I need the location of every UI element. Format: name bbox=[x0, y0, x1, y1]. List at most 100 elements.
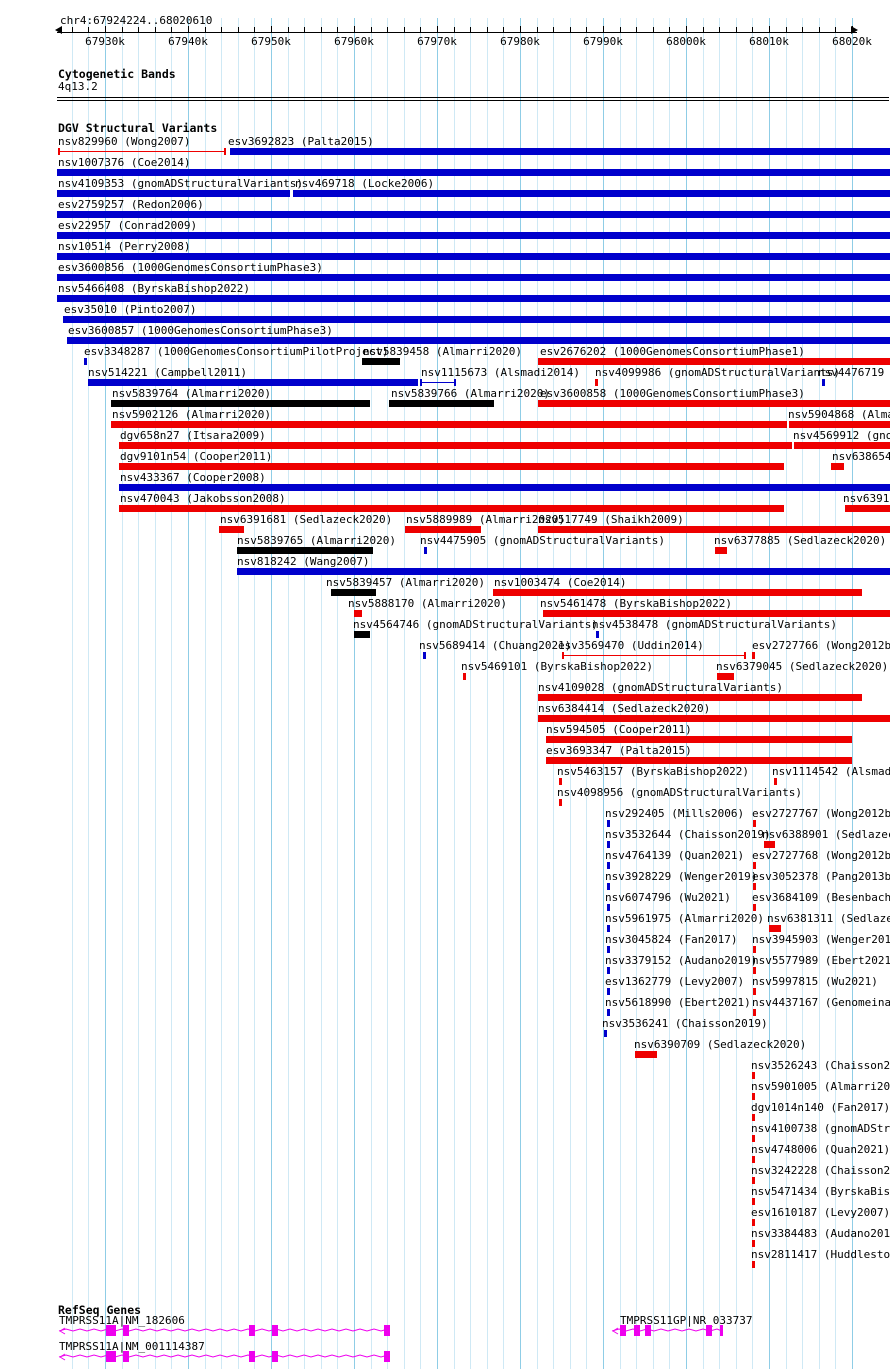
variant-bar[interactable] bbox=[389, 400, 494, 407]
variant-label[interactable]: esv3052378 (Pang2013b) bbox=[752, 870, 890, 883]
variant-bar[interactable] bbox=[463, 673, 466, 680]
gene-exon[interactable] bbox=[249, 1351, 255, 1362]
variant-label[interactable]: nsv469718 (Locke2006) bbox=[295, 177, 435, 190]
variant-bar[interactable] bbox=[607, 841, 610, 848]
variant-bar[interactable] bbox=[237, 547, 373, 554]
variant-label[interactable]: nsv5961975 (Almarri2020) bbox=[605, 912, 764, 925]
arrow-left-icon[interactable] bbox=[55, 26, 62, 34]
variant-label[interactable]: nsv5904868 (Almar bbox=[788, 408, 890, 421]
variant-label[interactable]: nsv292405 (Mills2006) bbox=[605, 807, 745, 820]
variant-label[interactable]: nsv5901005 (Almarri2020 bbox=[751, 1080, 890, 1093]
variant-bar[interactable] bbox=[111, 400, 370, 407]
variant-bar[interactable] bbox=[230, 148, 890, 155]
variant-bar[interactable] bbox=[769, 925, 781, 932]
variant-bar[interactable] bbox=[354, 610, 362, 617]
variant-bar[interactable] bbox=[84, 358, 87, 365]
variant-label[interactable]: esv3348287 (1000GenomesConsortiumPilotPr… bbox=[84, 345, 389, 358]
variant-label[interactable]: nsv3379152 (Audano2019) bbox=[605, 954, 758, 967]
variant-bar[interactable] bbox=[543, 610, 890, 617]
variant-bar[interactable] bbox=[119, 463, 784, 470]
variant-bar[interactable] bbox=[596, 631, 599, 638]
variant-bar[interactable] bbox=[607, 967, 610, 974]
variant-label[interactable]: nsv3536241 (Chaisson2019) bbox=[602, 1017, 768, 1030]
variant-label[interactable]: nsv6386541 bbox=[832, 450, 890, 463]
variant-label[interactable]: nsv5466408 (ByrskaBishop2022) bbox=[58, 282, 251, 295]
variant-bar[interactable] bbox=[715, 547, 727, 554]
variant-bar[interactable] bbox=[119, 442, 890, 449]
variant-bar[interactable] bbox=[67, 337, 890, 344]
gene-label[interactable]: TMPRSS11A|NM_001114387 bbox=[59, 1340, 205, 1353]
variant-bar[interactable] bbox=[595, 379, 598, 386]
gene-model[interactable] bbox=[0, 1324, 890, 1338]
variant-bar[interactable] bbox=[752, 1198, 755, 1205]
gene-model[interactable] bbox=[0, 1324, 890, 1338]
variant-bar[interactable] bbox=[57, 190, 290, 197]
variant-label[interactable]: nsv6074796 (Wu2021) bbox=[605, 891, 731, 904]
variant-label[interactable]: nsv4538478 (gnomADStructuralVariants) bbox=[592, 618, 838, 631]
variant-bar[interactable] bbox=[57, 211, 890, 218]
variant-bar[interactable] bbox=[493, 589, 862, 596]
variant-label[interactable]: nsv3242228 (Chaisson2019 bbox=[751, 1164, 890, 1177]
variant-bar[interactable] bbox=[753, 1009, 756, 1016]
variant-label[interactable]: nsv4098956 (gnomADStructuralVariants) bbox=[557, 786, 803, 799]
gene-exon[interactable] bbox=[249, 1325, 255, 1336]
variant-label[interactable]: nsv3928229 (Wenger2019) bbox=[605, 870, 758, 883]
variant-label[interactable]: nsv4748006 (Quan2021) bbox=[751, 1143, 890, 1156]
variant-label[interactable]: nsv5839764 (Almarri2020) bbox=[112, 387, 271, 400]
variant-label[interactable]: nsv594505 (Cooper2011) bbox=[546, 723, 692, 736]
gene-exon[interactable] bbox=[620, 1325, 626, 1336]
variant-label[interactable]: nsv3532644 (Chaisson2019) bbox=[605, 828, 771, 841]
variant-bar[interactable] bbox=[57, 253, 890, 260]
variant-label[interactable]: nsv1003474 (Coe2014) bbox=[494, 576, 627, 589]
variant-label[interactable]: nsv5689414 (Chuang2021) bbox=[419, 639, 572, 652]
variant-bar[interactable] bbox=[752, 1261, 755, 1268]
variant-label[interactable]: esv3693347 (Palta2015) bbox=[546, 744, 692, 757]
gene-exon[interactable] bbox=[634, 1325, 640, 1336]
variant-bar[interactable] bbox=[607, 904, 610, 911]
gene-exon[interactable] bbox=[272, 1325, 278, 1336]
variant-label[interactable]: nsv5889989 (Almarri2020) bbox=[406, 513, 565, 526]
variant-bar[interactable] bbox=[57, 169, 890, 176]
variant-label[interactable]: nsv470043 (Jakobsson2008) bbox=[120, 492, 286, 505]
variant-bar[interactable] bbox=[752, 652, 755, 659]
variant-label[interactable]: nsv5997815 (Wu2021) bbox=[752, 975, 878, 988]
gene-label[interactable]: TMPRSS11GP|NR_033737 bbox=[620, 1314, 753, 1327]
variant-bar[interactable] bbox=[405, 526, 481, 533]
variant-paired-end[interactable] bbox=[420, 379, 456, 386]
variant-bar[interactable] bbox=[219, 526, 244, 533]
variant-label[interactable]: nsv5839458 (Almarri2020) bbox=[363, 345, 522, 358]
variant-bar[interactable] bbox=[753, 904, 756, 911]
variant-paired-end[interactable] bbox=[58, 148, 226, 155]
gene-label[interactable]: TMPRSS11A|NM_182606 bbox=[59, 1314, 185, 1327]
variant-label[interactable]: esv1362779 (Levy2007) bbox=[605, 975, 745, 988]
variant-bar[interactable] bbox=[607, 820, 610, 827]
variant-bar[interactable] bbox=[607, 988, 610, 995]
variant-label[interactable]: nsv517749 (Shaikh2009) bbox=[538, 513, 684, 526]
variant-label[interactable]: nsv5618990 (Ebert2021) bbox=[605, 996, 751, 1009]
variant-label[interactable]: nsv4437167 (GenomeinaBo bbox=[752, 996, 890, 1009]
variant-paired-end[interactable] bbox=[562, 652, 746, 659]
variant-label[interactable]: nsv829960 (Wong2007) bbox=[58, 135, 191, 148]
gene-exon[interactable] bbox=[123, 1325, 129, 1336]
variant-bar[interactable] bbox=[753, 862, 756, 869]
variant-label[interactable]: nsv4564746 (gnomADStructuralVariants) bbox=[353, 618, 599, 631]
genome-ruler[interactable]: chr4:67924224..68020610 67930k 67940k 6795… bbox=[0, 0, 890, 60]
gene-exon[interactable] bbox=[106, 1325, 116, 1336]
variant-label[interactable]: nsv5469101 (ByrskaBishop2022) bbox=[461, 660, 654, 673]
variant-label[interactable]: nsv4764139 (Quan2021) bbox=[605, 849, 745, 862]
variant-label[interactable]: esv2676202 (1000GenomesConsortiumPhase1) bbox=[540, 345, 805, 358]
gene-exon-terminal[interactable] bbox=[387, 1351, 390, 1362]
variant-label[interactable]: nsv5839765 (Almarri2020) bbox=[237, 534, 396, 547]
variant-bar[interactable] bbox=[753, 946, 756, 953]
variant-label[interactable]: nsv4109353 (gnomADStructuralVariants) bbox=[58, 177, 304, 190]
arrow-right-icon[interactable] bbox=[851, 26, 858, 34]
variant-bar[interactable] bbox=[764, 841, 775, 848]
variant-bar[interactable] bbox=[538, 694, 862, 701]
variant-bar[interactable] bbox=[607, 1009, 610, 1016]
variant-bar[interactable] bbox=[845, 505, 890, 512]
variant-bar[interactable] bbox=[559, 778, 562, 785]
variant-label[interactable]: dgv658n27 (Itsara2009) bbox=[120, 429, 266, 442]
variant-bar[interactable] bbox=[753, 967, 756, 974]
variant-label[interactable]: esv3600858 (1000GenomesConsortiumPhase3) bbox=[540, 387, 805, 400]
variant-label[interactable]: nsv10514 (Perry2008) bbox=[58, 240, 191, 253]
